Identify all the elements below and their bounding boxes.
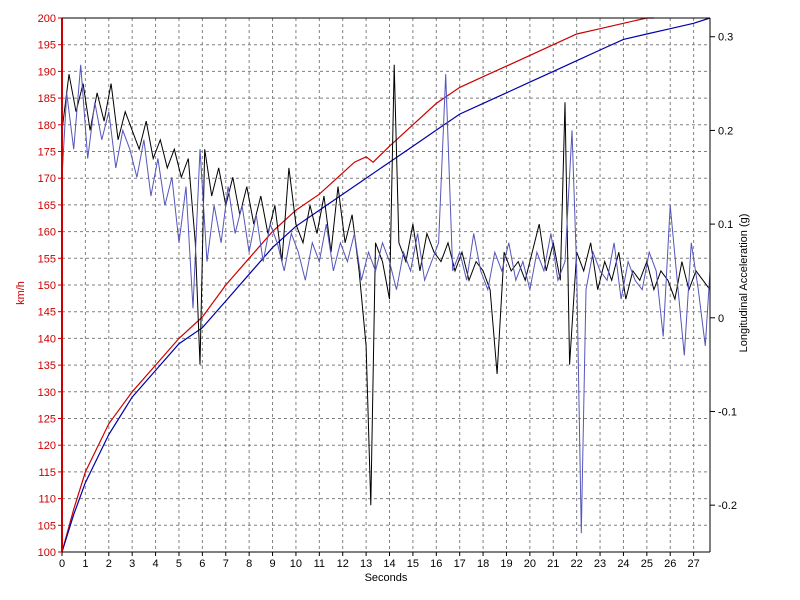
x-tick-label: 16: [430, 558, 442, 570]
speed-series-1: [61, 17, 654, 553]
x-tick-label: 8: [246, 558, 252, 570]
x-tick-label: 27: [687, 558, 699, 570]
left-tick-label: 100: [38, 547, 56, 559]
left-tick-label: 125: [38, 414, 56, 426]
left-tick-label: 185: [38, 93, 56, 105]
acceleration-series-group: [61, 64, 711, 534]
x-tick-label: 17: [454, 558, 466, 570]
left-tick-label: 150: [38, 280, 56, 292]
right-tick-label: -0.2: [718, 500, 737, 512]
acceleration-series-2: [61, 64, 711, 534]
x-tick-label: 25: [641, 558, 653, 570]
right-tick-label: 0.1: [718, 219, 733, 231]
right-tick-label: 0: [718, 313, 724, 325]
left-tick-label: 120: [38, 440, 56, 452]
left-tick-label: 110: [38, 494, 56, 506]
x-tick-label: 18: [477, 558, 489, 570]
x-tick-label: 19: [500, 558, 512, 570]
left-axis-title: km/h: [15, 281, 27, 305]
x-tick-label: 3: [129, 558, 135, 570]
left-tick-label: 195: [38, 40, 56, 52]
x-tick-label: 6: [199, 558, 205, 570]
left-tick-label: 115: [38, 467, 56, 479]
x-tick-label: 2: [106, 558, 112, 570]
right-tick-label: 0.3: [718, 32, 733, 44]
left-tick-label: 190: [38, 66, 56, 78]
x-tick-label: 14: [383, 558, 395, 570]
tick-labels-group: 0 1 2 3 4 5 6 7 8 9 10 11 12 13 14 15 16 17 18 19 20 21 22 23 24…: [38, 13, 737, 570]
right-axis-title: Longitudinal Acceleration (g): [738, 214, 750, 353]
left-tick-label: 200: [38, 13, 56, 25]
left-tick-label: 165: [38, 200, 56, 212]
x-tick-label: 12: [337, 558, 349, 570]
grid-lines: [62, 18, 710, 552]
left-tick-label: 145: [38, 307, 56, 319]
left-tick-label: 155: [38, 253, 56, 265]
axes-group: [58, 17, 715, 556]
x-tick-label: 22: [571, 558, 583, 570]
x-tick-label: 13: [360, 558, 372, 570]
x-tick-label: 24: [617, 558, 629, 570]
x-tick-label: 26: [664, 558, 676, 570]
x-tick-label: 10: [290, 558, 302, 570]
x-tick-label: 11: [314, 558, 325, 570]
left-tick-label: 175: [38, 147, 56, 159]
speed-series-group: [61, 17, 711, 553]
x-tick-label: 9: [269, 558, 275, 570]
speed-series-2: [61, 17, 711, 553]
x-tick-label: 23: [594, 558, 606, 570]
x-tick-label: 5: [176, 558, 182, 570]
left-tick-label: 105: [38, 520, 56, 532]
left-tick-label: 130: [38, 387, 56, 399]
x-tick-label: 15: [407, 558, 419, 570]
x-tick-label: 0: [59, 558, 65, 570]
acceleration-series-1: [61, 64, 711, 506]
left-tick-label: 180: [38, 120, 56, 132]
right-tick-label: -0.1: [718, 406, 737, 418]
x-axis-title: Seconds: [365, 572, 408, 584]
right-tick-label: 0.2: [718, 125, 733, 137]
left-tick-label: 135: [38, 360, 56, 372]
x-tick-label: 1: [82, 558, 88, 570]
left-tick-label: 170: [38, 173, 56, 185]
left-tick-label: 140: [38, 333, 56, 345]
x-tick-label: 21: [547, 558, 559, 570]
x-tick-label: 20: [524, 558, 536, 570]
x-tick-label: 7: [223, 558, 229, 570]
x-tick-label: 4: [153, 558, 159, 570]
left-tick-label: 160: [38, 227, 56, 239]
